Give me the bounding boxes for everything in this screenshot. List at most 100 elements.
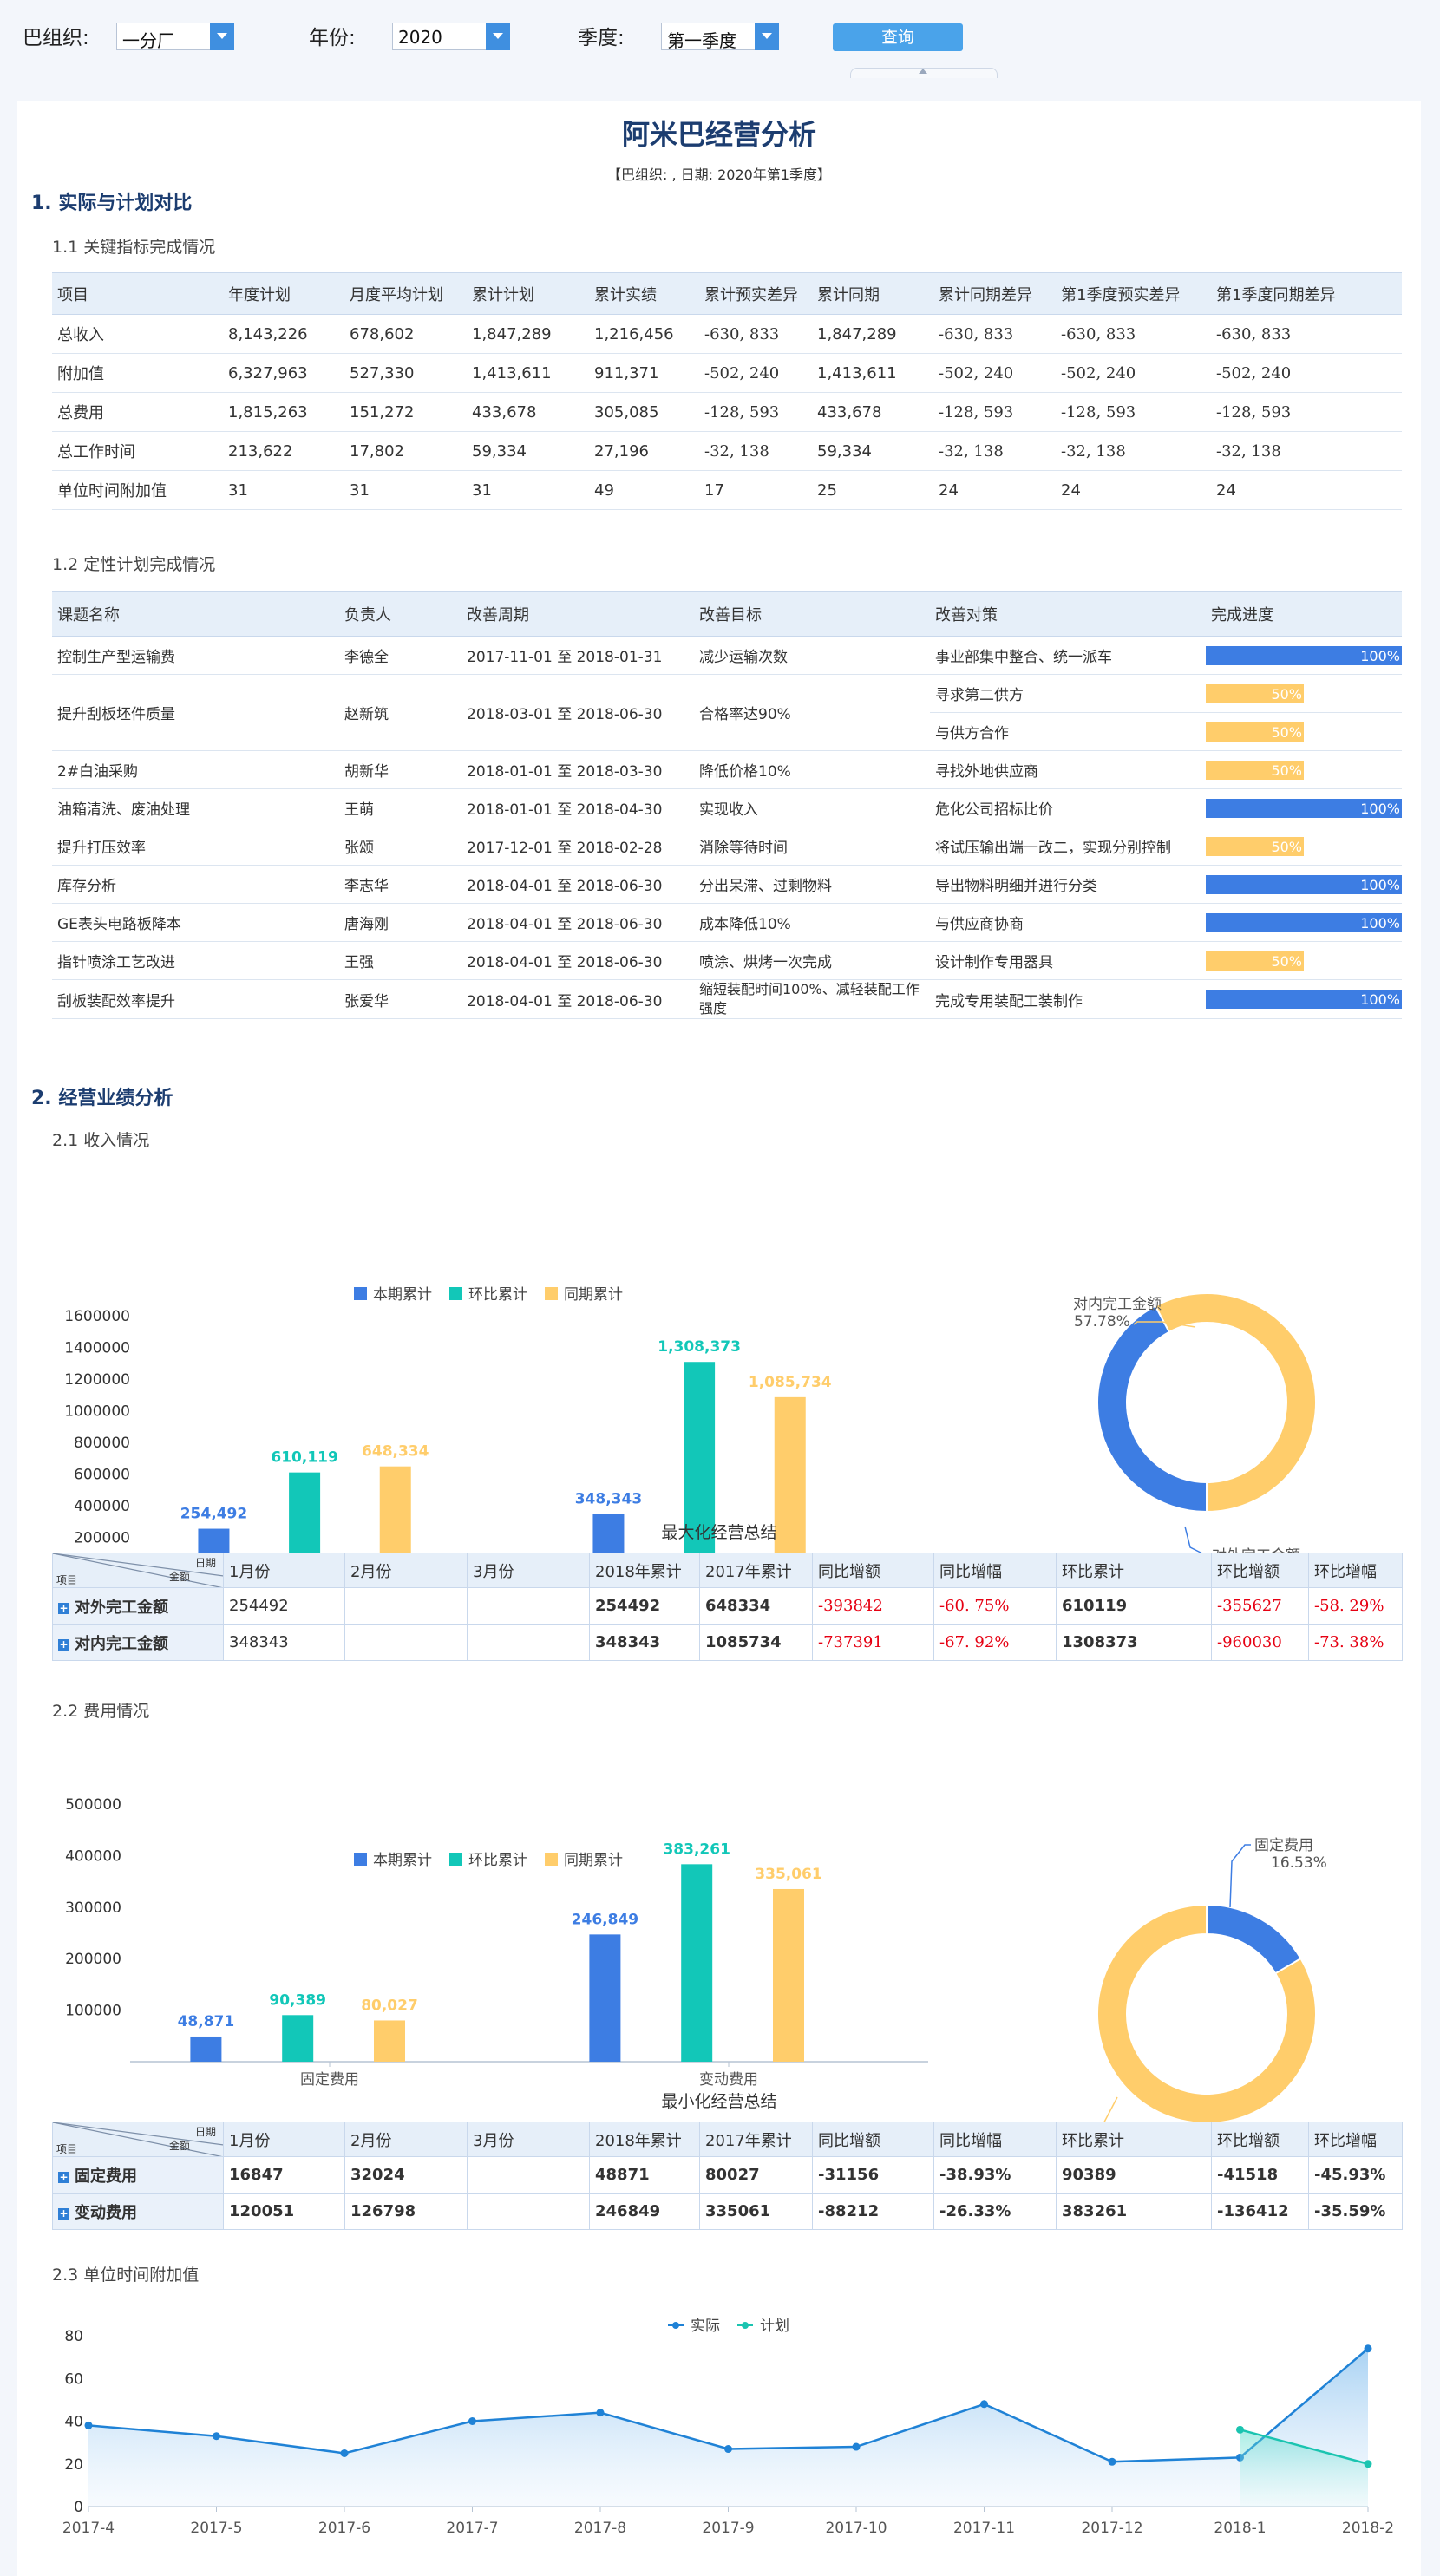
y-tick-label: 300000 <box>65 1899 121 1917</box>
table-cell: 分出呆滞、过剩物料 <box>694 865 930 904</box>
table-row: 提升刮板坯件质量 赵新筑 2018-03-01 至 2018-06-30 合格率达90… <box>52 674 1402 751</box>
y-tick-label: 1000000 <box>64 1403 130 1421</box>
table-cell: 附加值 <box>52 353 223 393</box>
table-cell: 成本降低10% <box>694 903 930 942</box>
chevron-down-icon[interactable] <box>210 23 234 50</box>
table-cell: 24 <box>1211 470 1402 510</box>
table-row: + 固定费用 16847 32024 48871 80027 -31156 -38.93% 90… <box>52 2156 1403 2194</box>
table-cell: 6,327,963 <box>223 353 344 393</box>
table-cell: 31 <box>344 470 467 510</box>
table-cell: 527,330 <box>344 353 467 393</box>
x-tick-label: 2017-12 <box>1081 2520 1142 2537</box>
table-cell: 1308373 <box>1056 1624 1212 1661</box>
y-tick-label: 1200000 <box>64 1371 130 1389</box>
table-cell: 433,678 <box>812 392 933 432</box>
chevron-down-icon[interactable] <box>755 23 779 50</box>
corner-label: 日期 <box>194 2126 216 2138</box>
table-cell: 导出物料明细并进行分类 <box>930 865 1206 904</box>
plan-table: 课题名称 负责人 改善周期 改善目标 改善对策 完成进度 控制生产型运输费 李德全 2017-… <box>52 591 1402 1019</box>
query-button[interactable]: 查询 <box>833 23 963 51</box>
progress-cell: 50% <box>1206 827 1402 866</box>
row-header[interactable]: + 变动费用 <box>52 2193 224 2230</box>
table-cell: 80027 <box>699 2156 813 2194</box>
table-cell: -32, 138 <box>933 431 1056 471</box>
y-tick-label: 60 <box>64 2370 83 2388</box>
column-header: 环比增幅 <box>1308 1553 1403 1588</box>
legend-swatch <box>449 1287 462 1300</box>
slice-percent: 16.53% <box>1271 1854 1327 1872</box>
expand-icon[interactable]: + <box>58 2170 69 2183</box>
row-header[interactable]: + 对外完工金额 <box>52 1587 224 1625</box>
column-header: 改善对策 <box>930 591 1206 637</box>
table-cell: 胡新华 <box>339 750 461 789</box>
column-header: 2月份 <box>344 2122 468 2157</box>
table-cell: 31 <box>223 470 344 510</box>
progress-fill: 100% <box>1206 645 1402 665</box>
year-select[interactable]: 2020 <box>392 23 510 50</box>
progress-fill: 100% <box>1206 990 1402 1009</box>
table-cell: 2018-04-01 至 2018-06-30 <box>461 941 694 980</box>
data-label: 348,343 <box>575 1490 642 1507</box>
row-header[interactable]: + 固定费用 <box>52 2156 224 2194</box>
year-select-value: 2020 <box>398 27 442 48</box>
row-label: 变动费用 <box>75 2203 137 2222</box>
table-cell: 49 <box>589 470 699 510</box>
table-cell: -630, 833 <box>933 314 1056 354</box>
slice-percent: 57.78% <box>1074 1313 1130 1330</box>
donut-slice <box>1154 1292 1317 1514</box>
table-cell: 提升刮板坯件质量 <box>52 674 339 751</box>
table-cell: 27,196 <box>589 431 699 471</box>
progress-cell: 50% <box>1206 674 1402 713</box>
column-header: 2017年累计 <box>699 2122 813 2157</box>
table-cell: -73. 38% <box>1308 1624 1403 1661</box>
y-tick-label: 20 <box>64 2456 83 2474</box>
progress-label: 100% <box>1360 914 1400 932</box>
table-cell: 1,413,611 <box>467 353 589 393</box>
legend-label: 环比累计 <box>468 1852 527 1869</box>
y-tick-label: 100000 <box>65 2003 121 2020</box>
table-cell: 151,272 <box>344 392 467 432</box>
legend-label: 本期累计 <box>373 1286 432 1304</box>
data-label: 90,389 <box>269 1991 326 2009</box>
table-cell: 24 <box>1056 470 1211 510</box>
slice-label: 固定费用 <box>1254 1837 1313 1854</box>
column-header: 环比增额 <box>1211 2122 1309 2157</box>
progress-cell: 100% <box>1206 979 1402 1019</box>
column-header: 累计预实差异 <box>699 272 812 315</box>
progress-bar: 50% <box>1206 836 1402 856</box>
progress-bar: 50% <box>1206 760 1402 780</box>
row-header[interactable]: + 对内完工金额 <box>52 1624 224 1661</box>
filter-bar: 巴组织: 一分厂 年份: 2020 季度: 第一季度 查询 <box>0 0 1440 78</box>
table-cell: GE表头电路板降本 <box>52 903 339 942</box>
chevron-down-icon[interactable] <box>486 23 510 50</box>
expand-icon[interactable]: + <box>58 1638 69 1651</box>
column-header: 同比增额 <box>812 2122 934 2157</box>
table-cell: 赵新筑 <box>339 674 461 751</box>
table-cell: 31 <box>467 470 589 510</box>
y-tick-label: 1400000 <box>64 1340 130 1357</box>
progress-fill: 100% <box>1206 874 1402 894</box>
expand-icon[interactable]: + <box>58 1601 69 1614</box>
table-row: 总收入 8,143,226 678,602 1,847,289 1,216,456 -63… <box>52 314 1402 354</box>
expand-icon[interactable]: + <box>58 2207 69 2220</box>
data-point <box>213 2432 220 2441</box>
column-header: 累计计划 <box>467 272 589 315</box>
collapse-toggle[interactable] <box>850 68 998 78</box>
progress-cell: 50% <box>1206 750 1402 789</box>
quarter-select[interactable]: 第一季度 <box>661 23 779 51</box>
table-cell: 2018-01-01 至 2018-04-30 <box>461 788 694 827</box>
table-cell: -393842 <box>812 1587 934 1625</box>
table-cell: 2018-04-01 至 2018-06-30 <box>461 979 694 1019</box>
table-cell: 李德全 <box>339 636 461 675</box>
table-cell: 120051 <box>223 2193 345 2230</box>
leader-line <box>1133 1321 1196 1328</box>
legend-swatch <box>672 2322 679 2329</box>
table-cell: -60. 75% <box>933 1587 1057 1625</box>
table-row: 提升打压效率 张颂 2017-12-01 至 2018-02-28 消除等待时间 将试压… <box>52 827 1402 866</box>
bar <box>374 2020 405 2062</box>
x-tick-label: 2017-5 <box>190 2520 242 2537</box>
column-header: 环比增额 <box>1211 1553 1309 1588</box>
org-select[interactable]: 一分厂 <box>116 23 234 51</box>
y-tick-label: 800000 <box>74 1435 130 1452</box>
table-cell: 24 <box>933 470 1056 510</box>
